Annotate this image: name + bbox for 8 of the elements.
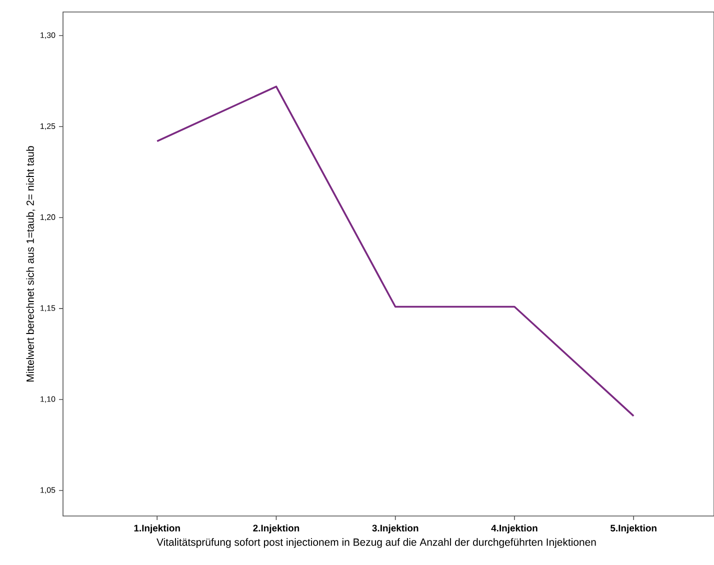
x-tick-label: 5.Injektion [610, 524, 656, 534]
x-tick-label: 2.Injektion [253, 524, 300, 534]
x-tick-label: 1.Injektion [134, 524, 180, 534]
x-tick-label: 3.Injektion [372, 524, 418, 534]
y-axis-title: Mittelwert berechnet sich aus 1=taub, 2= nicht taub [26, 146, 36, 382]
x-tick-label: 4.Injektion [491, 524, 538, 534]
x-axis-title: Vitalitätsprüfung sofort post injectionem in Bezug auf die Anzahl der durchgeführten Injektionen [156, 538, 596, 548]
line-series [156, 86, 634, 417]
